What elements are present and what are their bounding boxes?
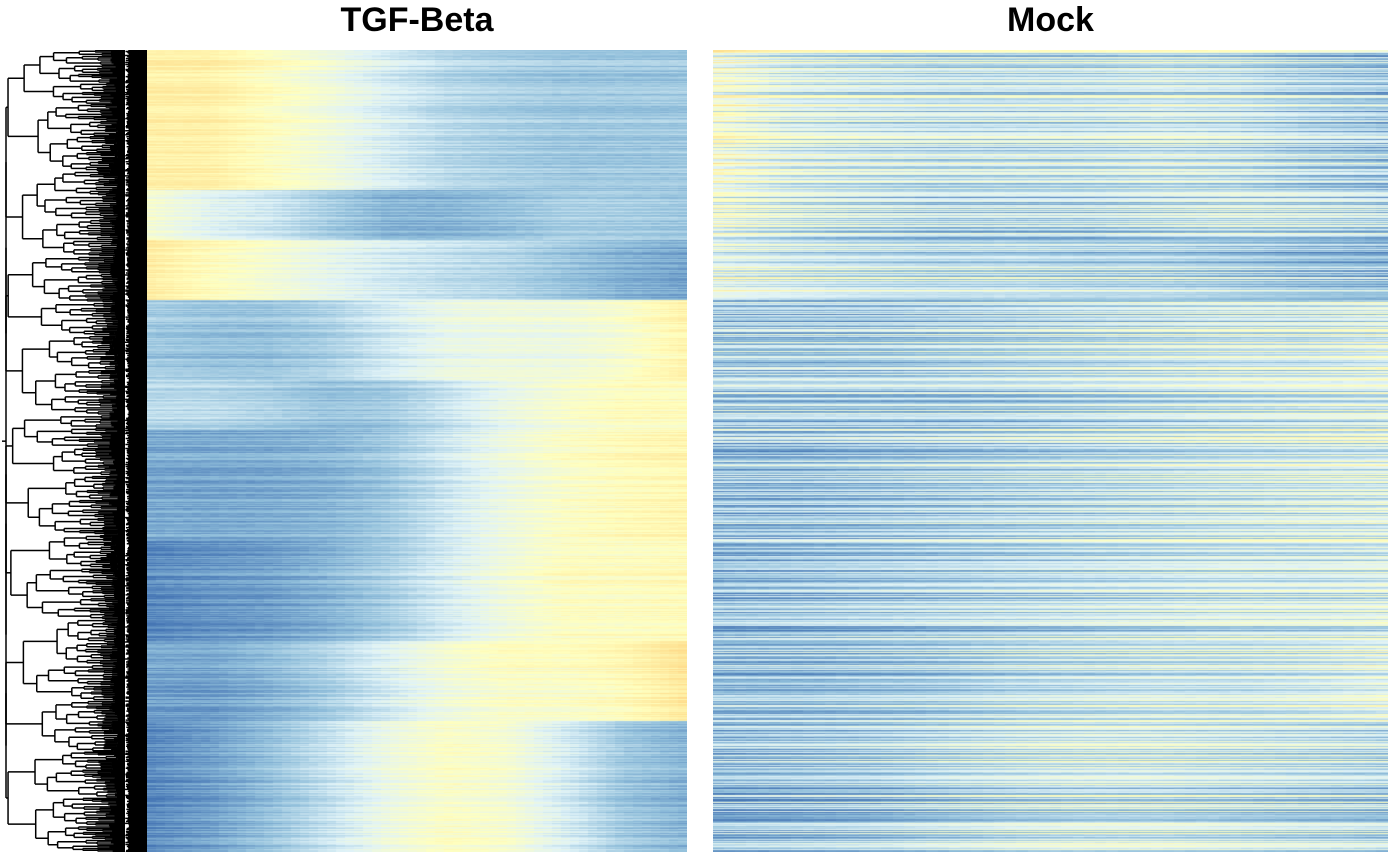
chart-title-tgf-beta: TGF-Beta [340,1,494,39]
heatmap-tgf-beta [147,50,687,852]
chart-title-mock: Mock [1007,1,1094,39]
row-dendrogram [2,50,147,852]
heatmap-mock [713,50,1388,852]
